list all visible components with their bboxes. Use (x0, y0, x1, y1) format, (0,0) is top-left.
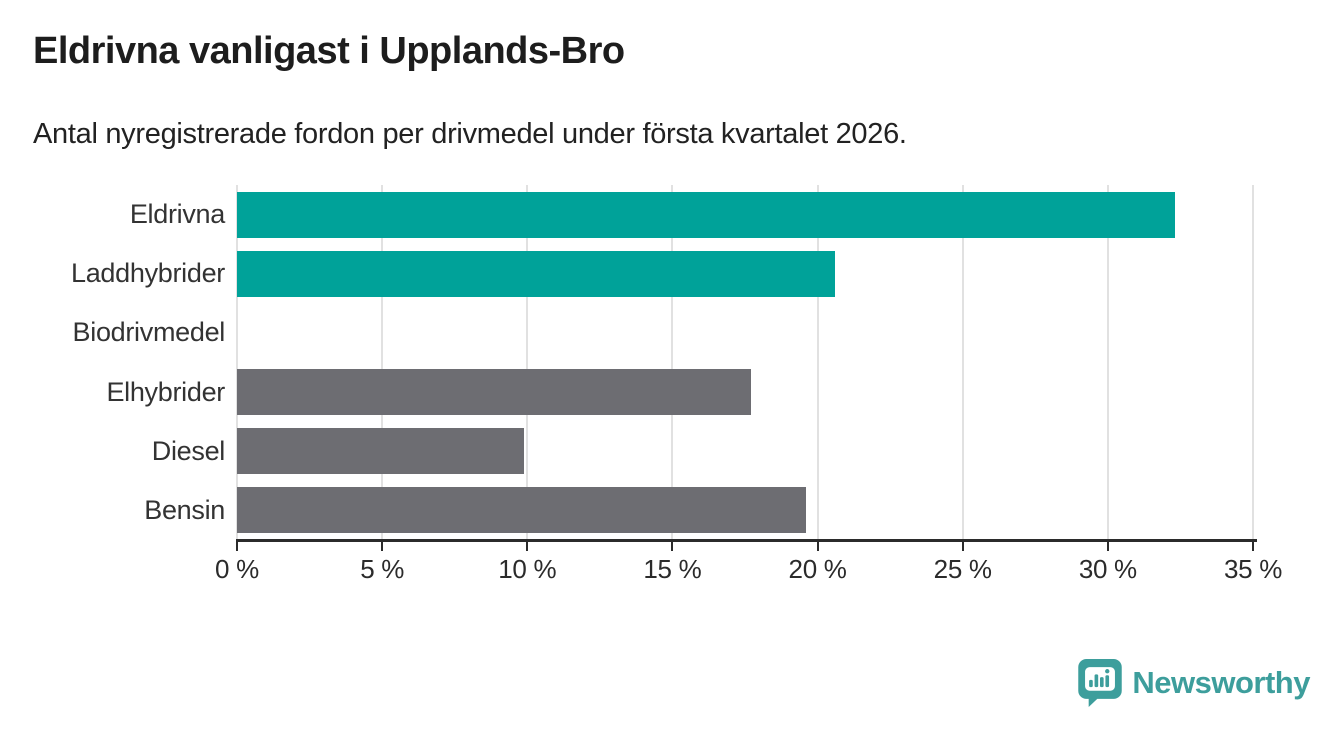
logo-bar-3 (1100, 677, 1105, 688)
gridline-30 (1106, 185, 1109, 540)
tick-mark-25 (961, 542, 964, 551)
tick-label-0: 0 % (215, 554, 259, 584)
gridline-5 (381, 185, 384, 540)
category-label-bensin: Bensin (144, 494, 225, 525)
x-axis-line (236, 539, 1257, 542)
category-label-laddhybrider: Laddhybrider (70, 258, 225, 289)
tick-mark-35 (1252, 542, 1254, 551)
gridline-0 (236, 185, 238, 540)
logo-bar-1 (1089, 679, 1094, 688)
tick-mark-5 (381, 542, 384, 551)
category-label-biodrivmedel: Biodrivmedel (72, 317, 226, 348)
y-axis-labels: Eldrivna Laddhybrider Biodrivmedel Elhybrid… (0, 185, 225, 540)
newsworthy-logo-icon (1078, 659, 1123, 707)
gridline-15 (671, 185, 674, 540)
tick-label-5: 5 % (360, 554, 405, 584)
tick-mark-0 (236, 542, 238, 551)
bar-bensin (237, 487, 806, 534)
category-label-elhybrider: Elhybrider (106, 376, 225, 407)
tick-mark-10 (526, 542, 529, 551)
newsworthy-logo-text: Newsworthy (1132, 665, 1310, 700)
gridline-25 (961, 185, 964, 540)
tick-mark-15 (671, 542, 674, 551)
tick-label-35: 35 % (1223, 554, 1283, 584)
newsworthy-logo[interactable]: Newsworthy (1078, 659, 1310, 707)
category-label-diesel: Diesel (151, 435, 226, 466)
tick-mark-20 (816, 542, 819, 551)
tick-label-15: 15 % (643, 554, 702, 584)
gridline-35 (1252, 185, 1254, 540)
bar-elhybrider (237, 369, 751, 416)
tick-label-25: 25 % (933, 554, 992, 584)
category-label-eldrivna: Eldrivna (129, 199, 225, 230)
tick-label-10: 10 % (498, 554, 557, 584)
chart-subtitle: Antal nyregistrerade fordon per drivmede… (33, 118, 907, 150)
logo-bar-2 (1094, 674, 1099, 688)
tick-label-20: 20 % (788, 554, 847, 584)
logo-exclamation-dot (1105, 669, 1110, 674)
bar-diesel (237, 428, 525, 475)
tick-mark-30 (1106, 542, 1109, 551)
logo-exclamation-bar (1105, 675, 1110, 688)
gridline-20 (816, 185, 819, 540)
chart-title: Eldrivna vanligast i Upplands-Bro (33, 30, 625, 72)
tick-label-30: 30 % (1078, 554, 1137, 584)
bar-laddhybrider (237, 250, 835, 297)
plot-area (236, 185, 1254, 540)
gridline-10 (526, 185, 529, 540)
bar-eldrivna (237, 191, 1175, 238)
